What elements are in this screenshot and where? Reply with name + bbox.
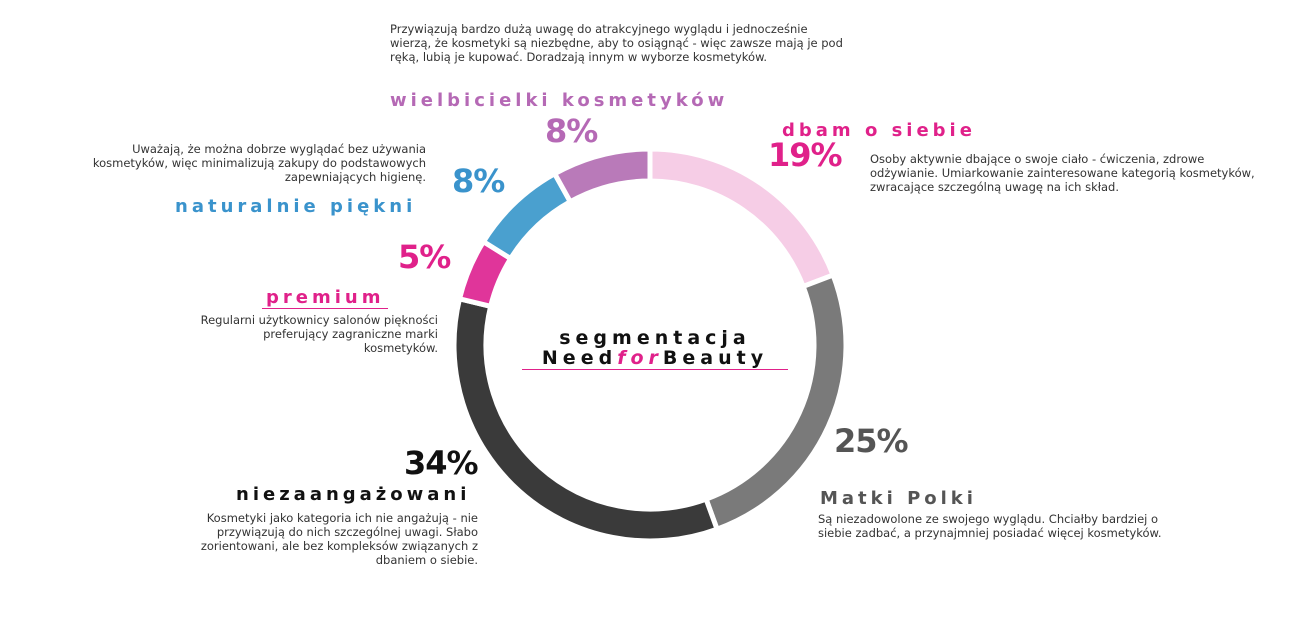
premium-underline [262, 308, 388, 309]
center-title: segmentacja [559, 327, 751, 349]
pct-matki: 25% [834, 422, 909, 460]
center-subtitle: NeedforBeauty [510, 347, 800, 369]
pct-niezaangazowani: 34% [404, 444, 479, 482]
desc-naturalnie: Uważają, że można dobrze wyglądać bez uż… [92, 142, 426, 184]
pct-premium: 5% [398, 238, 451, 276]
pct-naturalnie: 8% [452, 162, 505, 200]
pct-wielbicielki: 8% [545, 112, 598, 150]
pct-dbam: 19% [768, 136, 843, 174]
label-niezaangazowani: niezaangażowani [236, 484, 471, 505]
donut-slice-5 [551, 146, 653, 206]
label-naturalnie: naturalnie piękni [175, 196, 417, 217]
center-underline [522, 369, 788, 370]
desc-dbam: Osoby aktywnie dbające o swoje ciało - ć… [870, 152, 1255, 194]
center-subtitle-need: Need [541, 347, 618, 369]
label-matki: Matki Polki [820, 488, 977, 509]
center-subtitle-beauty: Beauty [662, 347, 769, 369]
desc-premium: Regularni użytkownicy salonów piękności … [200, 313, 438, 355]
label-premium: premium [266, 287, 385, 308]
label-dbam: dbam o siebie [782, 120, 976, 141]
desc-wielbicielki: Przywiązują bardzo dużą uwagę do atrakcy… [390, 22, 843, 64]
desc-matki: Są niezadowolone ze swojego wyglądu. Chc… [818, 512, 1162, 540]
label-wielbicielki: wielbicielki kosmetyków [390, 90, 729, 111]
center-subtitle-for: for [617, 347, 663, 369]
desc-niezaangazowani: Kosmetyki jako kategoria ich nie angażuj… [200, 511, 478, 567]
